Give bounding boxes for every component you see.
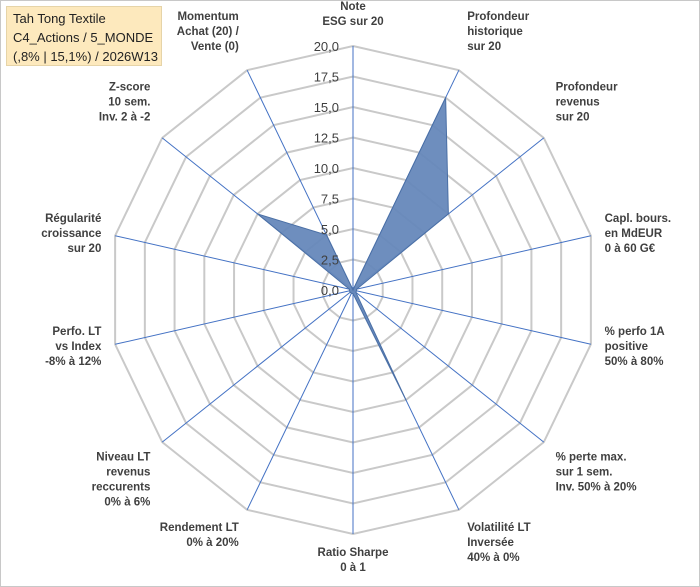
series-point: [405, 399, 407, 401]
category-label: Note: [340, 1, 366, 13]
category-label: 0% à 20%: [186, 537, 238, 549]
series-point: [356, 288, 358, 290]
category-label: reccurents: [92, 481, 151, 493]
category-labels: Note ESG sur 20 Profondeur historique sur 20…: [41, 1, 671, 574]
series-point: [447, 213, 449, 215]
tick-label: 5,0: [321, 222, 339, 237]
category-label: 0% à 6%: [104, 496, 150, 508]
category-label: positive: [605, 341, 648, 353]
category-label: historique: [467, 26, 523, 38]
category-label: % perfo 1A: [605, 326, 665, 338]
category-label: Vente (0): [191, 41, 239, 53]
radar-spoke: [115, 235, 354, 291]
tick-label: 17,5: [314, 70, 339, 85]
tick-label: 10,0: [314, 161, 339, 176]
tick-label: 15,0: [314, 100, 339, 115]
category-label: Inv. 2 à -2: [99, 112, 151, 124]
category-label: revenus: [106, 466, 150, 478]
radar-spoke: [115, 289, 354, 345]
radar-spoke: [246, 289, 354, 511]
series-point: [326, 234, 328, 236]
series-point: [356, 290, 358, 292]
category-label: Niveau LT: [96, 451, 150, 463]
category-label: 40% à 0%: [467, 552, 519, 564]
category-label: 0 à 60 G€: [605, 243, 656, 255]
tick-label: 7,5: [321, 192, 339, 207]
series-point: [257, 213, 259, 215]
series-point: [350, 292, 352, 294]
category-label: Perfo. LT: [52, 326, 101, 338]
category-label: Rendement LT: [160, 522, 239, 534]
category-label: Profondeur: [556, 82, 618, 94]
category-label: sur 20: [67, 243, 101, 255]
series-point: [355, 291, 357, 293]
category-label: -8% à 12%: [45, 356, 101, 368]
series-point: [445, 97, 447, 99]
radar-spoke: [352, 289, 591, 345]
category-label: Ratio Sharpe: [318, 547, 389, 559]
category-label: Z-score: [109, 82, 151, 94]
radar-spoke: [352, 235, 591, 291]
series-point: [352, 293, 354, 295]
tick-label: 2,5: [321, 253, 339, 268]
performance-period: (,8% | 15,1%) / 2026W13: [13, 49, 159, 64]
category-label: Inv. 50% à 20%: [556, 481, 637, 493]
category-label: ESG sur 20: [322, 16, 383, 28]
category-label: vs Index: [55, 341, 102, 353]
category-label: 50% à 80%: [605, 356, 664, 368]
category-label: en MdEUR: [605, 228, 663, 240]
category-label: sur 1 sem.: [556, 466, 613, 478]
tick-label: 0,0: [321, 283, 339, 298]
category-label: % perte max.: [556, 451, 627, 463]
radar-spoke: [352, 289, 545, 443]
category-label: Capl. bours.: [605, 213, 671, 225]
series-point: [348, 290, 350, 292]
category-label: 0 à 1: [340, 562, 366, 574]
series-point: [352, 289, 354, 291]
radial-tick-labels: 0,0 2,5 5,0 7,5 10,0 12,5 15,0 17,5 20,0: [314, 39, 339, 298]
category-label: Régularité: [45, 213, 101, 225]
category-label: sur 20: [467, 41, 501, 53]
category-path: C4_Actions / 5_MONDE: [13, 30, 154, 45]
radar-series: [257, 97, 449, 401]
series-point: [348, 288, 350, 290]
series-point: [349, 291, 351, 293]
category-label: Inversée: [467, 537, 514, 549]
stock-name: Tah Tong Textile: [13, 11, 106, 26]
category-label: revenus: [556, 97, 600, 109]
radar-spoke: [161, 289, 354, 443]
category-label: 10 sem.: [108, 97, 150, 109]
category-label: Achat (20) /: [177, 26, 240, 38]
category-label: sur 20: [556, 112, 590, 124]
tick-label: 12,5: [314, 131, 339, 146]
tick-label: 20,0: [314, 39, 339, 54]
category-label: croissance: [41, 228, 101, 240]
info-box: Tah Tong Textile C4_Actions / 5_MONDE (,…: [6, 6, 162, 66]
category-label: Momentum: [177, 11, 238, 23]
category-label: Volatilité LT: [467, 522, 530, 534]
category-label: Profondeur: [467, 11, 529, 23]
